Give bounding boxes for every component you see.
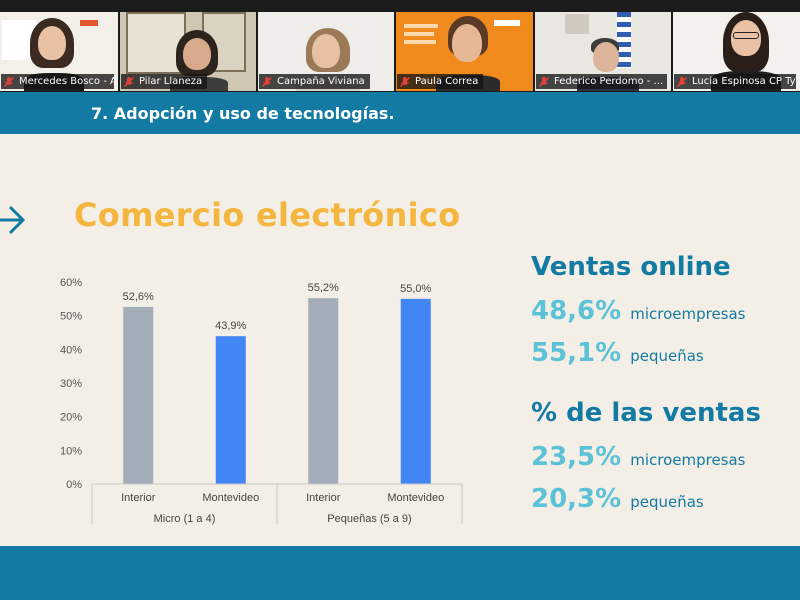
stat-row: 48,6% microempresas	[531, 296, 746, 326]
participant-tile[interactable]: Campaña Viviana	[258, 12, 394, 91]
x-tick-label: Interior	[306, 492, 341, 504]
glasses	[733, 32, 759, 39]
participant-name-tag: Pilar Llaneza	[121, 74, 208, 89]
bar	[215, 336, 246, 484]
stat-row: 23,5% microempresas	[531, 442, 746, 472]
stat-row: 55,1% pequeñas	[531, 338, 704, 368]
muted-mic-icon	[539, 76, 549, 87]
stat-value: 55,1%	[531, 338, 622, 368]
y-tick-label: 20%	[60, 412, 82, 424]
participant-face	[593, 42, 619, 72]
stat-label: pequeñas	[630, 493, 704, 511]
arrow-right-icon	[0, 205, 26, 235]
participant-name: Campaña Viviana	[277, 76, 365, 87]
logo	[80, 20, 98, 26]
participant-name-tag: Lucia Espinosa CP TyT	[674, 74, 796, 89]
stat-label: pequeñas	[630, 347, 704, 365]
participant-name: Lucia Espinosa CP TyT	[692, 76, 796, 87]
bar	[400, 298, 431, 484]
participant-name: Mercedes Bosco - A...	[19, 76, 115, 87]
stat-value: 23,5%	[531, 442, 622, 472]
participant-tile[interactable]: Pilar Llaneza	[120, 12, 256, 91]
participant-face	[38, 26, 66, 60]
x-tick-label: Montevideo	[387, 492, 444, 504]
stat-value: 20,3%	[531, 484, 622, 514]
y-tick-label: 50%	[60, 311, 82, 323]
participant-name: Pilar Llaneza	[139, 76, 203, 87]
participant-face	[452, 24, 482, 62]
wall-frame	[565, 14, 589, 34]
bar	[123, 306, 154, 484]
porcentaje-ventas-heading: % de las ventas	[531, 398, 761, 428]
logo	[494, 20, 520, 26]
participant-tile[interactable]: Mercedes Bosco - A...	[0, 12, 118, 91]
muted-mic-icon	[400, 76, 410, 87]
bar-value-label: 52,6%	[123, 291, 154, 303]
bar-value-label: 55,2%	[308, 282, 339, 294]
slide-footer-band	[0, 546, 800, 600]
background-text-block	[404, 32, 434, 36]
bar-value-label: 55,0%	[400, 283, 431, 295]
muted-mic-icon	[262, 76, 272, 87]
background-text-block	[404, 24, 438, 28]
bar	[308, 298, 339, 484]
x-tick-label: Interior	[121, 492, 156, 504]
participant-name-tag: Paula Correa	[397, 74, 484, 89]
slide-subtitle: 7. Adopción y uso de tecnologías.	[91, 104, 395, 123]
participant-name-tag: Mercedes Bosco - A...	[1, 74, 115, 89]
flag	[617, 12, 631, 68]
y-tick-label: 10%	[60, 445, 82, 457]
participant-name-tag: Campaña Viviana	[259, 74, 370, 89]
x-axis: Interior Montevideo Interior Montevideo Micr…	[91, 483, 463, 525]
stat-row: 20,3% pequeñas	[531, 484, 704, 514]
y-tick-label: 60%	[60, 277, 82, 289]
bar-series: 52,6% 43,9% 55,2% 55,0%	[123, 282, 432, 484]
bar-value-label: 43,9%	[215, 320, 246, 332]
x-group-label: Pequeñas (5 a 9)	[327, 513, 411, 525]
participant-face	[312, 34, 340, 68]
stat-label: microempresas	[630, 305, 746, 323]
participant-name-tag: Federico Perdomo - ...	[536, 74, 667, 89]
muted-mic-icon	[4, 76, 14, 87]
participant-tile[interactable]: Lucia Espinosa CP TyT	[673, 12, 800, 91]
slide-title: Comercio electrónico	[74, 196, 461, 234]
y-tick-label: 40%	[60, 344, 82, 356]
x-group-label: Micro (1 a 4)	[154, 513, 216, 525]
participant-tile[interactable]: Federico Perdomo - ...	[535, 12, 671, 91]
y-axis: 0% 10% 20% 30% 40% 50% 60%	[60, 277, 82, 491]
participant-face	[183, 38, 211, 70]
ventas-online-heading: Ventas online	[531, 252, 731, 282]
bar-chart: 0% 10% 20% 30% 40% 50% 60% 52,6% 43,9% 55,2% 55,0…	[60, 277, 463, 525]
muted-mic-icon	[677, 76, 687, 87]
muted-mic-icon	[124, 76, 134, 87]
background-text-block	[404, 40, 436, 44]
participant-tile[interactable]: Paula Correa	[396, 12, 533, 91]
stat-label: microempresas	[630, 451, 746, 469]
y-tick-label: 0%	[66, 479, 82, 491]
stat-value: 48,6%	[531, 296, 622, 326]
participant-strip: Mercedes Bosco - A... Pilar Llaneza Camp…	[0, 0, 800, 92]
y-tick-label: 30%	[60, 378, 82, 390]
x-tick-label: Montevideo	[202, 492, 259, 504]
participant-name: Paula Correa	[415, 76, 479, 87]
participant-name: Federico Perdomo - ...	[554, 76, 664, 87]
slide-header-band	[0, 92, 800, 134]
